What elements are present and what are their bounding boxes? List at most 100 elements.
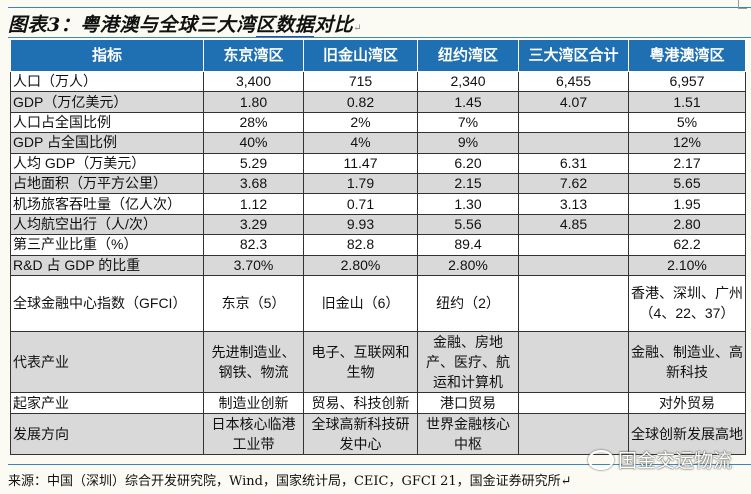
table-row: R&D 占 GDP 的比重 3.70% 2.80% 2.80% 2.10% — [10, 254, 746, 276]
watermark: 国金交运物流 — [588, 446, 732, 473]
table-cell: 贸易、科技创新 — [303, 391, 418, 414]
row-label: 人口占全国比例 — [10, 111, 204, 134]
column-header: 纽约湾区 — [417, 39, 519, 72]
table-cell: 1.79 — [303, 172, 418, 195]
table-row: 人口（万人） 3,400 715 2,340 6,455 6,957 — [10, 70, 746, 93]
wechat-icon — [588, 449, 614, 470]
row-label: 起家产业 — [10, 391, 204, 414]
column-header: 粤港澳湾区 — [628, 39, 746, 72]
table-cell: 纽约（2） — [417, 274, 519, 332]
table-cell: 1.45 — [417, 91, 519, 113]
table-row: 机场旅客吞吐量（亿人次） 1.12 0.71 1.30 3.13 1.95 — [10, 193, 746, 215]
table-cell: 7% — [417, 111, 519, 134]
table-row: 发展方向 日本核心临港工业带 全球高新科技研发中心 世界金融核心中枢 全球创新发展高地 — [10, 412, 746, 455]
table-cell: 28% — [203, 111, 304, 134]
table-cell: 40% — [203, 132, 304, 154]
title-suffix: 对比 — [314, 14, 354, 36]
table-cell: 1.95 — [628, 193, 746, 215]
table-cell: 旧金山（6） — [303, 274, 418, 332]
row-label: 人均 GDP（万美元） — [10, 152, 204, 174]
table-cell — [518, 412, 629, 455]
page-corner-mark — [738, 0, 747, 9]
header-row: 指标 东京湾区 旧金山湾区 纽约湾区 三大湾区合计 粤港澳湾区 — [10, 39, 746, 72]
paragraph-mark: ↵ — [353, 23, 363, 34]
table-cell: 7.62 — [518, 172, 629, 195]
table-cell: 1.51 — [628, 91, 746, 113]
table-cell: 金融、制造业、高新科技 — [628, 330, 746, 393]
row-label: 代表产业 — [10, 330, 204, 393]
table-cell: 先进制造业、钢铁、物流 — [203, 330, 304, 393]
column-header: 东京湾区 — [203, 39, 304, 72]
table-row: 第三产业比重（%） 82.3 82.8 89.4 62.2 — [10, 234, 746, 256]
bottom-rule — [8, 464, 751, 465]
table-cell: 制造业创新 — [203, 391, 304, 414]
table-cell: 0.71 — [303, 193, 418, 215]
table-row: GDP（万亿美元） 1.80 0.82 1.45 4.07 1.51 — [10, 91, 746, 113]
table-cell: 3.70% — [203, 254, 304, 276]
table-cell: 715 — [303, 70, 418, 93]
table-cell: 2.80 — [628, 213, 746, 236]
table-cell: 1.30 — [417, 193, 519, 215]
table-cell: 1.12 — [203, 193, 304, 215]
table-cell: 2.80% — [303, 254, 418, 276]
table-cell: 2% — [303, 111, 418, 134]
table-cell: 全球创新发展高地 — [628, 412, 746, 455]
table-cell: 3,400 — [203, 70, 304, 93]
column-header: 旧金山湾区 — [303, 39, 418, 72]
table-cell: 2.15 — [417, 172, 519, 195]
table-cell: 4.07 — [518, 91, 629, 113]
table-cell: 6.31 — [518, 152, 629, 174]
top-rule — [8, 7, 751, 8]
table-cell: 6,957 — [628, 70, 746, 93]
row-label: 第三产业比重（%） — [10, 234, 204, 256]
row-label: 发展方向 — [10, 412, 204, 455]
table-row: 人均航空出行（人/次） 3.29 9.93 5.56 4.85 2.80 — [10, 213, 746, 236]
table-cell: 0.82 — [303, 91, 418, 113]
table-cell — [518, 234, 629, 256]
table-cell — [518, 132, 629, 154]
table-cell: 12% — [628, 132, 746, 154]
table-cell — [518, 330, 629, 393]
row-label: 全球金融中心指数（GFCI） — [10, 274, 204, 332]
table-cell: 日本核心临港工业带 — [203, 412, 304, 455]
table-cell: 5.29 — [203, 152, 304, 174]
row-label: R&D 占 GDP 的比重 — [10, 254, 204, 276]
row-label: GDP 占全国比例 — [10, 132, 204, 154]
column-header: 三大湾区合计 — [518, 39, 629, 72]
table-cell: 2.80% — [417, 254, 519, 276]
table-cell: 4% — [303, 132, 418, 154]
figure-title: 图表3：粤港澳与全球三大湾区数据对比↵ — [8, 10, 363, 38]
table-row: 起家产业 制造业创新 贸易、科技创新 港口贸易 对外贸易 — [10, 391, 746, 414]
table-row: 人口占全国比例 28% 2% 7% 5% — [10, 111, 746, 134]
table-cell: 对外贸易 — [628, 391, 746, 414]
table-row: GDP 占全国比例 40% 4% 9% 12% — [10, 132, 746, 154]
table-cell — [518, 111, 629, 134]
table-cell: 世界金融核心中枢 — [417, 412, 519, 455]
row-label: 人口（万人） — [10, 70, 204, 93]
comparison-table: 指标 东京湾区 旧金山湾区 纽约湾区 三大湾区合计 粤港澳湾区 人口（万人） 3,400 71… — [10, 39, 746, 455]
table-row: 全球金融中心指数（GFCI） 东京（5） 旧金山（6） 纽约（2） 香港、深圳、广州（4… — [10, 274, 746, 332]
table-cell: 5% — [628, 111, 746, 134]
source-note: 来源：中国（深圳）综合开发研究院，Wind，国家统计局，CEIC，GFCI 21… — [8, 474, 572, 489]
table-cell: 3.29 — [203, 213, 304, 236]
table-cell: 3.68 — [203, 172, 304, 195]
table-cell: 5.56 — [417, 213, 519, 236]
title-rule — [8, 37, 751, 38]
table-cell — [518, 254, 629, 276]
table-cell: 89.4 — [417, 234, 519, 256]
table-cell — [518, 274, 629, 332]
table-cell: 82.8 — [303, 234, 418, 256]
table-cell: 4.85 — [518, 213, 629, 236]
table-cell: 电子、互联网和生物 — [303, 330, 418, 393]
table-cell: 全球高新科技研发中心 — [303, 412, 418, 455]
row-label: GDP（万亿美元） — [10, 91, 204, 113]
row-label: 占地面积（万平方公里） — [10, 172, 204, 195]
table-cell: 1.80 — [203, 91, 304, 113]
table-cell: 62.2 — [628, 234, 746, 256]
row-label: 人均航空出行（人/次） — [10, 213, 204, 236]
table-cell — [518, 391, 629, 414]
table-cell: 2.17 — [628, 152, 746, 174]
title-underlined-text: 区数据 — [255, 14, 315, 38]
table-cell: 82.3 — [203, 234, 304, 256]
table-cell: 5.65 — [628, 172, 746, 195]
